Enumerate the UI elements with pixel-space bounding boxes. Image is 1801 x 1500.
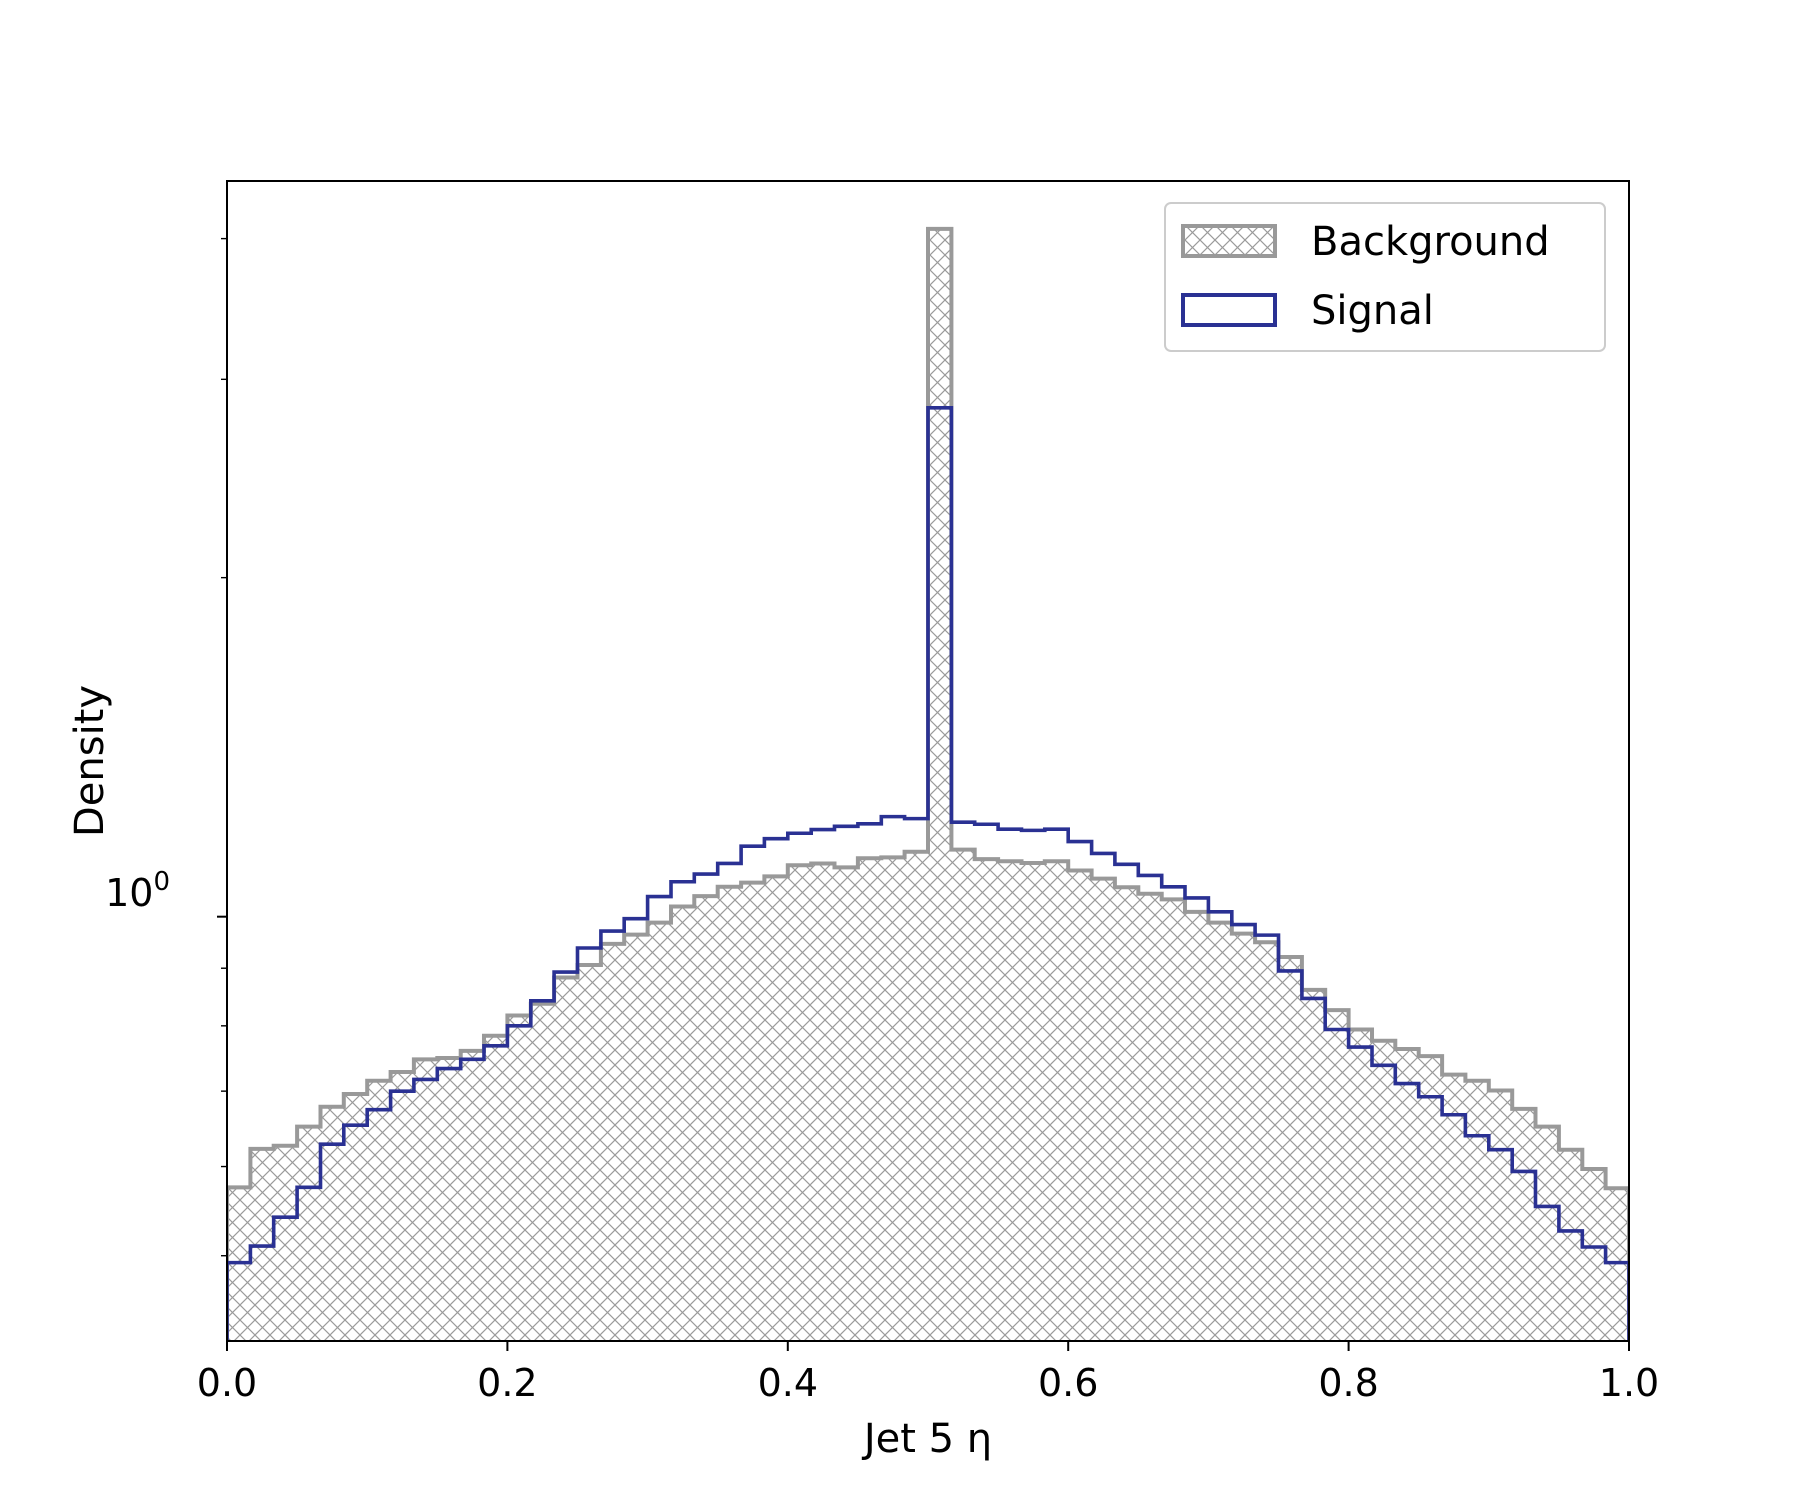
- x-tick-label: 0.0: [197, 1361, 257, 1405]
- legend: Background Signal: [1164, 202, 1606, 352]
- series-line-signal: [227, 406, 1629, 1341]
- x-tick-label: 0.6: [1038, 1361, 1098, 1405]
- series-layer: [227, 226, 1629, 1341]
- legend-label-signal: Signal: [1311, 288, 1434, 334]
- x-axis-label: Jet 5 η: [861, 1416, 992, 1462]
- legend-swatch-signal: [1181, 293, 1277, 327]
- x-tick-label: 1.0: [1599, 1361, 1659, 1405]
- x-tick-label: 0.4: [758, 1361, 818, 1405]
- legend-label-background: Background: [1311, 219, 1550, 265]
- y-axis: 100: [105, 237, 227, 1257]
- series-signal: [227, 406, 1629, 1341]
- y-axis-label: Density: [67, 685, 113, 837]
- y-tick-label-major: 100: [105, 867, 170, 915]
- x-tick-label: 0.8: [1318, 1361, 1378, 1405]
- plot-frame: [226, 180, 1630, 1342]
- x-tick-label: 0.2: [477, 1361, 537, 1405]
- legend-swatch-background: [1181, 224, 1277, 258]
- x-axis: 0.0 0.2 0.4 0.6 0.8 1.0: [197, 1341, 1659, 1405]
